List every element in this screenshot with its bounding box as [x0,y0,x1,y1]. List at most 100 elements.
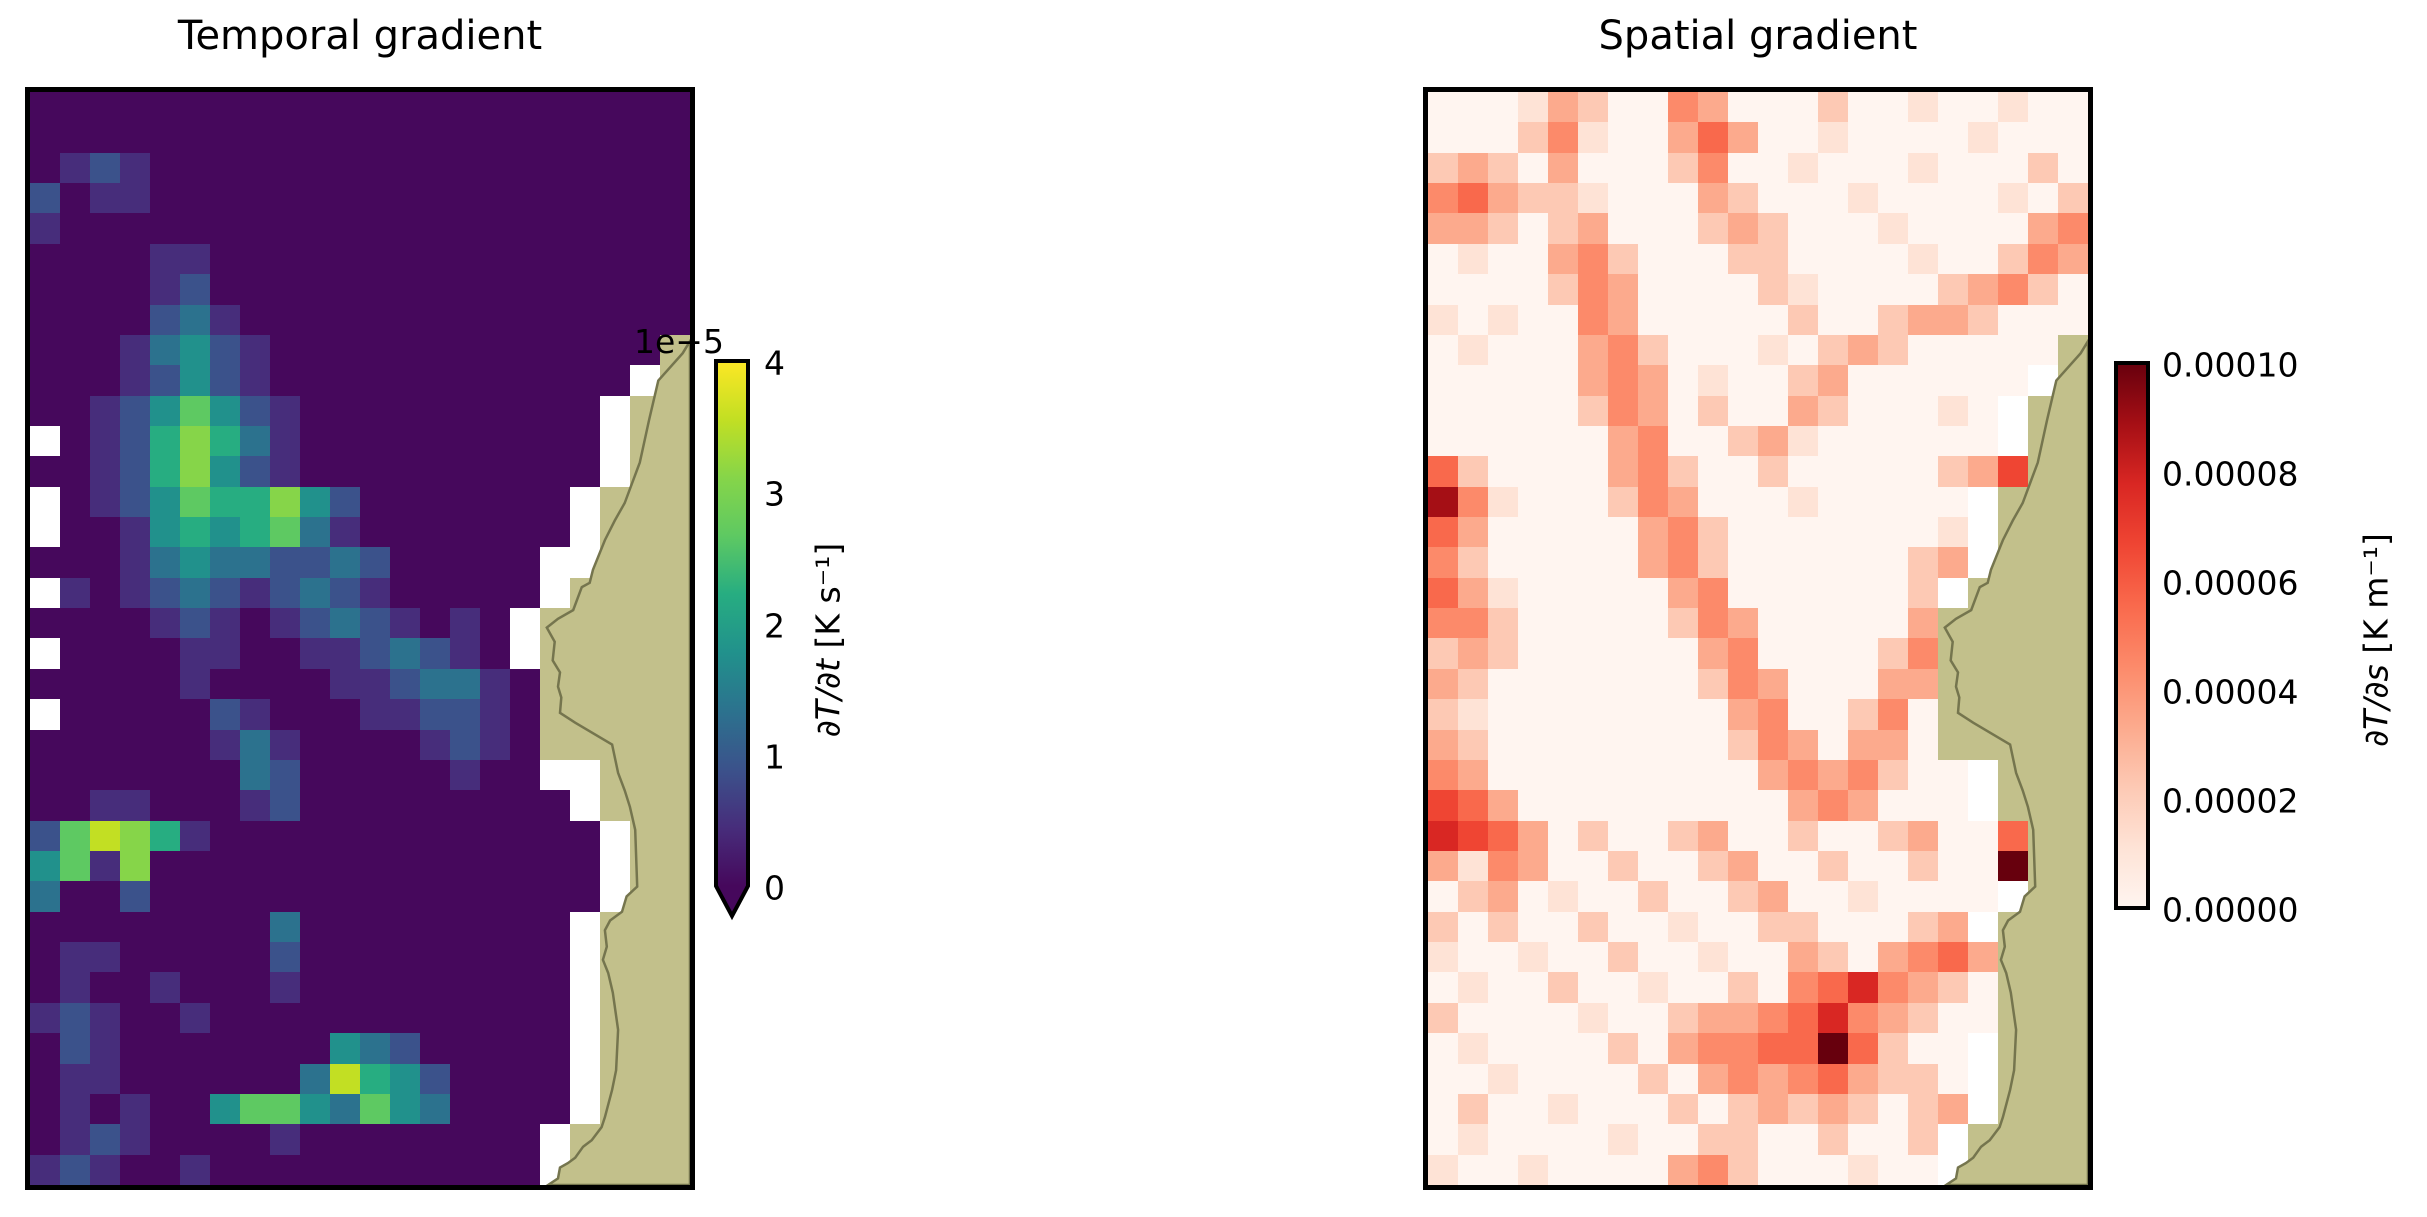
heatmap-cell [30,790,60,821]
heatmap-cell [360,304,390,335]
heatmap-cell [510,304,540,335]
heatmap-cell [210,122,240,153]
heatmap-cell [1488,1033,1518,1064]
heatmap-cell [1578,122,1608,153]
heatmap-cell [1428,213,1458,244]
heatmap-cell [570,851,600,882]
heatmap-cell [1548,456,1578,487]
heatmap-cell [480,638,510,669]
heatmap-cell [180,517,210,548]
heatmap-cell [1908,547,1938,578]
heatmap-cell [1518,547,1548,578]
spatial-gradient-map [1423,87,2093,1190]
heatmap-cell [1878,881,1908,912]
heatmap-cell [240,365,270,396]
heatmap-cell [180,395,210,426]
heatmap-cell [120,274,150,305]
heatmap-cell [1608,243,1638,275]
heatmap-cell [1458,486,1488,518]
heatmap-cell [1458,638,1488,669]
heatmap-cell [1848,972,1878,1003]
heatmap-cell [1518,365,1548,396]
heatmap-cell [1698,517,1728,548]
heatmap-cell [1608,456,1638,487]
land-overlay [545,338,690,1185]
heatmap-cell [90,486,120,518]
heatmap-cell [1488,851,1518,882]
heatmap-cell [1938,486,1968,518]
heatmap-cell [1938,304,1968,335]
heatmap-cell [1608,1093,1638,1125]
heatmap-cell [90,304,120,335]
heatmap-cell [120,243,150,275]
heatmap-cell [1518,972,1548,1003]
temporal-gradient-map [25,87,695,1190]
heatmap-cell [1428,881,1458,912]
heatmap-cell [660,92,690,123]
heatmap-cell [90,699,120,730]
heatmap-cell [1458,334,1488,366]
heatmap-cell [1698,92,1728,123]
heatmap-cell [420,486,450,518]
heatmap-cell [150,274,180,305]
heatmap-cell [510,395,540,426]
heatmap-cell [120,517,150,548]
heatmap-cell [180,972,210,1003]
heatmap-cell [210,911,240,943]
heatmap-cell [60,820,90,852]
heatmap-cell [510,243,540,275]
heatmap-cell [1518,1124,1548,1155]
heatmap-cell [420,152,450,184]
heatmap-cell [120,729,150,760]
heatmap-cell [1698,456,1728,487]
heatmap-cell [150,638,180,669]
heatmap-cell [120,699,150,730]
heatmap-cell [450,729,480,760]
heatmap-cell [240,152,270,184]
heatmap-cell [1968,274,1998,305]
heatmap-cell [1848,152,1878,184]
heatmap-cell [1668,517,1698,548]
heatmap-cell [1788,851,1818,882]
heatmap-cell [210,152,240,184]
heatmap-cell [240,790,270,821]
heatmap-cell [2058,92,2088,123]
heatmap-cell [300,729,330,760]
heatmap-cell [1728,699,1758,730]
heatmap-cell [120,790,150,821]
heatmap-cell [1518,486,1548,518]
heatmap-cell [1668,638,1698,669]
heatmap-cell [30,1033,60,1064]
heatmap-cell [1638,1154,1668,1185]
heatmap-cell [270,183,300,214]
heatmap-cell [1698,183,1728,214]
heatmap-cell [210,638,240,669]
heatmap-cell [600,152,630,184]
heatmap-cell [360,365,390,396]
heatmap-cell [1788,972,1818,1003]
heatmap-cell [90,152,120,184]
heatmap-cell [210,942,240,973]
heatmap-cell [300,1154,330,1185]
heatmap-cell [1638,1063,1668,1094]
panel-title-spatial: Spatial gradient [1598,13,1918,59]
heatmap-cell [1668,213,1698,244]
heatmap-cell [1758,274,1788,305]
heatmap-cell [1848,1063,1878,1094]
heatmap-cell [1668,699,1698,730]
heatmap-cell [420,547,450,578]
heatmap-cell [1938,243,1968,275]
heatmap-cell [1518,851,1548,882]
heatmap-cell [330,1124,360,1155]
heatmap-cell [1968,911,1998,943]
heatmap-cell [60,243,90,275]
heatmap-cell [540,547,570,578]
heatmap-cell [1578,213,1608,244]
heatmap-cell [1878,213,1908,244]
heatmap-cell [1848,820,1878,852]
heatmap-cell [1608,790,1638,821]
heatmap-cell [510,577,540,609]
heatmap-cell [210,790,240,821]
heatmap-cell [360,517,390,548]
heatmap-cell [1638,942,1668,973]
